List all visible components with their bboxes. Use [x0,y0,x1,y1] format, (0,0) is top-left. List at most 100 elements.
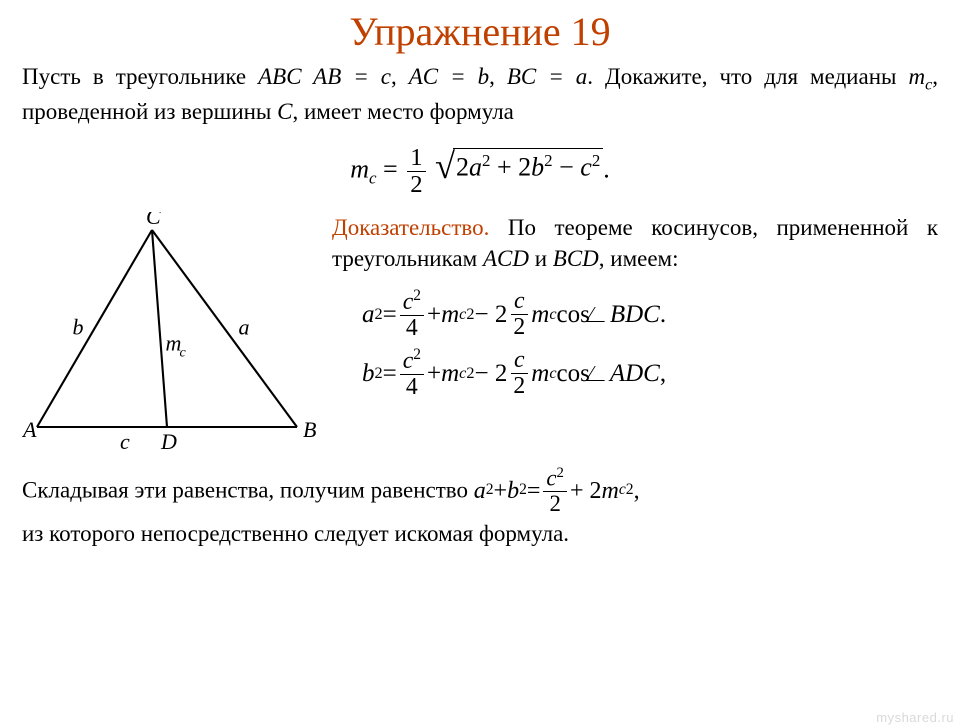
sum-b2: 2 [519,478,527,503]
proof-head: Доказательство. [332,215,489,240]
mf-minus: − [553,152,581,181]
angle-icon-2 [590,360,610,388]
eqa-a: a [362,301,375,329]
eqb-csq: 2 [413,346,421,363]
eqa-minus2: − 2 [475,301,508,329]
vertex-c: C [277,99,292,124]
summary-line-2: из которого непосредственно следует иско… [22,516,938,553]
sum-c: c [546,466,556,491]
eqb-comma: , [660,360,666,388]
eqb-c2over4: c2 4 [400,347,424,400]
problem-statement: Пусть в треугольнике ABC AB = c, AC = b,… [0,61,960,127]
proof-and: и [529,246,553,271]
sum-csq: 2 [557,465,564,481]
sum-a: a [474,472,486,510]
eqb-cover2: c 2 [510,348,528,399]
mf-c: c [580,152,592,181]
sum-msub: c [619,478,626,503]
mf-c-sq: 2 [592,151,600,170]
side-bc: BC = a [507,64,587,89]
eqa-eq: = [383,301,397,329]
sum-a2: 2 [486,478,494,503]
angle-icon [590,301,610,329]
eqb-4: 4 [403,375,421,400]
eqa-cden: 2 [510,315,528,340]
equation-b: b2 = c2 4 + mc2 − 2 c 2 mc cos ADC, [362,347,950,400]
eqb-ang: ADC [610,360,660,388]
sum-t1: Складывая эти равенства, получим равенст… [22,478,474,503]
eqb-b: b [362,360,375,388]
eqb-plus1: + [427,360,441,388]
sum-plus: + [494,472,508,510]
eqa-a2: 2 [375,305,383,324]
eqa-cnum: c [511,289,528,315]
sum-comma: , [634,472,640,510]
eqa-c: c [403,289,414,315]
summary-line-1: Складывая эти равенства, получим равенст… [22,466,938,515]
eqb-m: m [441,360,459,388]
eqa-dot: . [660,301,666,329]
sum-c2over2: c2 2 [543,466,567,515]
eqb-m2sub: c [549,364,556,383]
eqb-eq: = [383,360,397,388]
sum-m2: 2 [626,478,634,503]
triangle-diagram: ABCDbacmc [22,212,322,462]
eqa-m2v: m [531,301,549,329]
side-ac: AC = b [409,64,489,89]
eqa-plus1: + [427,301,441,329]
sum-m: m [602,472,619,510]
eqb-m2: 2 [466,364,474,383]
mf-b-sq: 2 [544,151,552,170]
eqa-m2sub: c [549,305,556,324]
svg-text:c: c [120,429,130,454]
proof-paragraph: Доказательство. По теореме косинусов, пр… [332,212,950,274]
mf-half: 1 2 [407,145,425,198]
svg-text:A: A [22,417,37,442]
problem-text-2: , [391,64,409,89]
tri-acd: ACD [483,246,529,271]
main-formula: mc = 1 2 √ 2a2 + 2b2 − c2 . [0,145,960,198]
sum-b: b [507,472,519,510]
svg-text:B: B [303,417,316,442]
mf-half-den: 2 [407,172,425,198]
problem-text-6: , имеет место формула [292,99,513,124]
mf-radicand: 2a2 + 2b2 − c2 [453,148,603,184]
eqa-cover2: c 2 [510,289,528,340]
proof-t2: , имеем: [599,246,679,271]
exercise-title: Упражнение 19 [0,8,960,55]
mf-m: m [350,155,369,184]
svg-text:a: a [239,315,250,340]
watermark: myshared.ru [876,710,954,725]
svg-text:b: b [73,315,84,340]
svg-text:C: C [146,212,161,229]
sum-cden: 2 [546,492,563,516]
eqa-cos: cos [557,301,590,329]
eqb-cos: cos [557,360,590,388]
problem-text-1: Пусть в треугольнике [22,64,258,89]
eqa-m2: 2 [466,305,474,324]
svg-text:D: D [160,429,177,454]
problem-text-3: , [489,64,507,89]
eqa-csq: 2 [413,287,421,304]
eqa-4: 4 [403,316,421,341]
sum-eq: = [527,472,541,510]
eqb-cnum: c [511,348,528,374]
tri-bcd: BCD [553,246,599,271]
mf-eq: = [383,155,404,184]
eqb-msub: c [459,364,466,383]
problem-text-4: . Докажите, что для медианы [587,64,908,89]
mf-2a: 2 [456,152,469,181]
median-m: m [908,64,925,89]
mf-half-num: 1 [407,145,425,172]
sqrt-icon: √ [435,148,455,184]
mf-sqrt: √ 2a2 + 2b2 − c2 [435,148,603,184]
eqb-m2v: m [531,360,549,388]
eqa-m: m [441,301,459,329]
mf-msub: c [369,169,377,188]
svg-text:c: c [180,346,187,361]
eqa-ang: BDC [610,301,660,329]
eqa-c2over4: c2 4 [400,288,424,341]
mf-dot: . [603,155,610,184]
sum-plus2: + 2 [570,472,602,510]
eqb-cden: 2 [510,374,528,399]
